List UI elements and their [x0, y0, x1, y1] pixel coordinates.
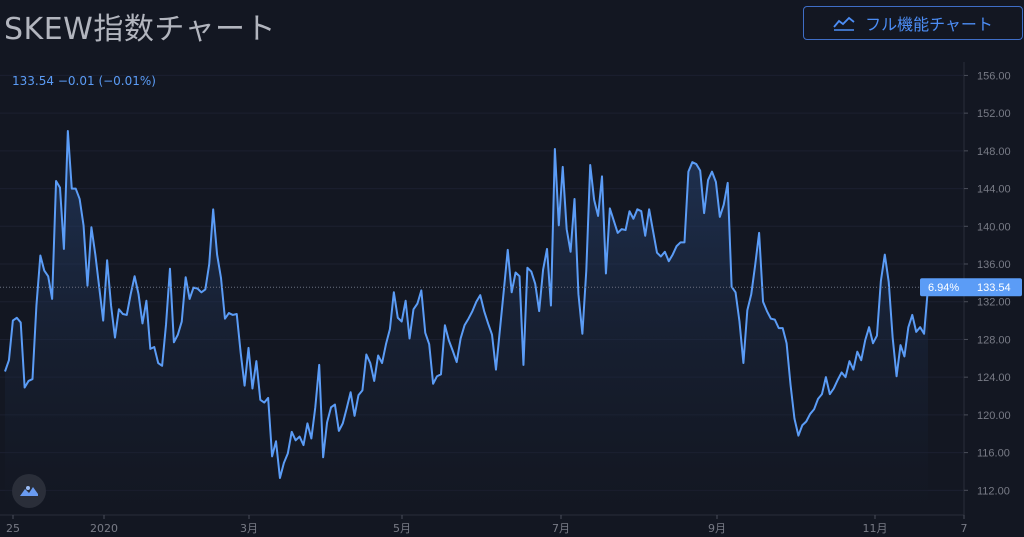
- y-tick-label: 128.00: [977, 334, 1011, 346]
- full-chart-label: フル機能チャート: [865, 15, 993, 34]
- y-tick-label: 156.00: [977, 70, 1011, 82]
- x-tick-label: 5月: [393, 522, 411, 535]
- x-tick-label: 9月: [708, 522, 726, 535]
- x-axis: 25 2020 3月 5月 7月 9月 11月 7: [6, 515, 968, 535]
- readout-change: −0.01: [57, 74, 95, 88]
- y-tick-label: 140.00: [977, 221, 1011, 233]
- last-price-pct: 6.94%: [928, 282, 959, 294]
- readout-change-pct: (−0.01%): [98, 74, 156, 88]
- x-tick-label: 2020: [90, 522, 118, 535]
- page-title: SKEW指数チャート: [4, 12, 277, 47]
- y-tick-label: 132.00: [977, 297, 1011, 309]
- price-readout: 133.54 −0.01 (−0.01%): [12, 74, 156, 88]
- x-tick-label: 11月: [863, 522, 888, 535]
- y-tick-label: 148.00: [977, 146, 1011, 158]
- y-tick-label: 144.00: [977, 184, 1011, 196]
- x-tick-label: 7月: [552, 522, 570, 535]
- x-tick-label: 7: [961, 522, 968, 535]
- last-price-value: 133.54: [977, 282, 1011, 294]
- y-tick-label: 116.00: [977, 448, 1010, 460]
- last-price-tag: 6.94% 133.54: [920, 278, 1022, 297]
- y-tick-label: 112.00: [977, 485, 1010, 497]
- y-tick-label: 152.00: [977, 108, 1011, 120]
- y-tick-label: 136.00: [977, 259, 1011, 271]
- x-tick-label: 25: [6, 522, 20, 535]
- y-axis: 112.00 116.00 120.00 124.00 128.00 132.00 136.…: [964, 70, 1011, 497]
- series-line: [4, 130, 929, 480]
- series-area: [5, 131, 928, 512]
- y-tick-label: 120.00: [977, 410, 1011, 422]
- full-chart-button[interactable]: フル機能チャート: [803, 6, 1023, 40]
- readout-price: 133.54: [12, 74, 54, 88]
- x-tick-label: 3月: [240, 522, 258, 535]
- y-tick-label: 124.00: [977, 372, 1011, 384]
- line-chart-icon: [833, 15, 855, 31]
- tradingview-logo-icon[interactable]: [12, 474, 46, 508]
